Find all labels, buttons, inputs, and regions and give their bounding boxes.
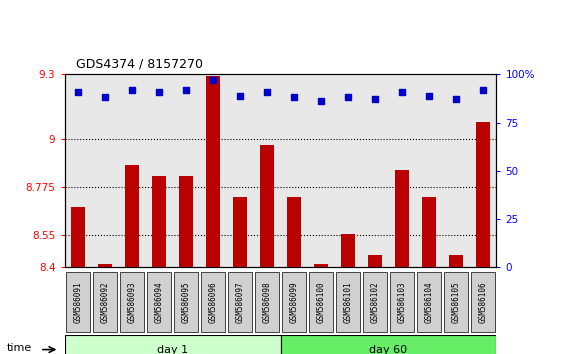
Text: GSM586097: GSM586097 (236, 281, 245, 322)
Bar (228, 272, 252, 331)
Bar (255, 272, 279, 331)
Text: GSM586102: GSM586102 (370, 281, 379, 322)
Bar (476, 121, 490, 267)
Bar (98, 264, 112, 267)
Point (182, 87, 191, 93)
Bar (205, 76, 220, 267)
Bar (201, 272, 226, 331)
Bar (314, 264, 328, 267)
Text: GSM586106: GSM586106 (479, 281, 488, 322)
Bar (151, 176, 167, 267)
Bar (394, 170, 410, 267)
Text: GSM586093: GSM586093 (127, 281, 136, 322)
Text: day 60: day 60 (370, 344, 407, 354)
Point (100, 95, 109, 100)
Point (343, 95, 352, 100)
Text: GSM586095: GSM586095 (182, 281, 191, 322)
Text: time: time (7, 343, 32, 353)
Text: GSM586092: GSM586092 (100, 281, 109, 322)
Text: GSM586098: GSM586098 (263, 281, 272, 322)
Text: GDS4374 / 8157270: GDS4374 / 8157270 (76, 58, 203, 71)
Text: GSM586094: GSM586094 (154, 281, 163, 322)
Bar (309, 272, 333, 331)
Bar (173, 272, 199, 331)
Bar (335, 272, 360, 331)
Bar (233, 196, 247, 267)
Point (425, 93, 434, 98)
Bar (417, 272, 442, 331)
Bar (125, 165, 140, 267)
Point (73, 89, 82, 95)
Bar (93, 272, 117, 331)
Point (154, 89, 163, 95)
Bar (287, 196, 301, 267)
Point (398, 89, 407, 95)
Bar (66, 272, 90, 331)
Text: GSM586096: GSM586096 (209, 281, 218, 322)
Bar (65, 335, 280, 354)
Bar (71, 207, 85, 267)
Bar (119, 272, 144, 331)
Text: GSM586103: GSM586103 (398, 281, 407, 322)
Bar (367, 256, 383, 267)
Bar (362, 272, 388, 331)
Bar (471, 272, 495, 331)
Bar (421, 196, 436, 267)
Bar (444, 272, 468, 331)
Point (452, 97, 461, 102)
Text: GSM586099: GSM586099 (289, 281, 298, 322)
Point (370, 97, 379, 102)
Text: GSM586105: GSM586105 (452, 281, 461, 322)
Text: GSM586091: GSM586091 (73, 281, 82, 322)
Bar (282, 272, 306, 331)
Bar (341, 234, 356, 267)
Bar (280, 335, 496, 354)
Point (209, 77, 218, 83)
Point (316, 98, 325, 104)
Text: GSM586101: GSM586101 (343, 281, 352, 322)
Bar (146, 272, 172, 331)
Text: day 1: day 1 (157, 344, 188, 354)
Text: GSM586100: GSM586100 (316, 281, 325, 322)
Point (127, 87, 136, 93)
Bar (449, 256, 463, 267)
Point (289, 95, 298, 100)
Point (479, 87, 488, 93)
Bar (389, 272, 415, 331)
Bar (260, 145, 274, 267)
Point (263, 89, 272, 95)
Point (236, 93, 245, 98)
Text: GSM586104: GSM586104 (425, 281, 434, 322)
Bar (178, 176, 194, 267)
